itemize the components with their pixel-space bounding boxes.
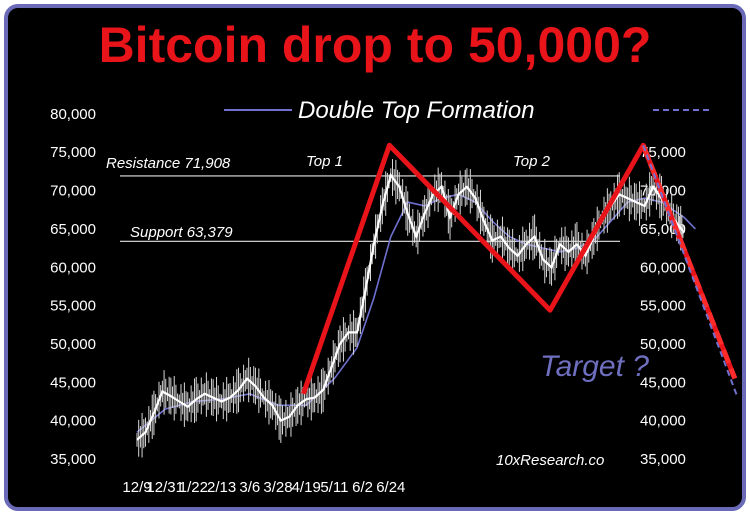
right-y-tick-label: 35,000 bbox=[640, 451, 686, 468]
top2-label: Top 2 bbox=[513, 153, 551, 170]
right-y-tick-label: 50,000 bbox=[640, 336, 686, 353]
left-y-tick-label: 35,000 bbox=[50, 451, 96, 468]
left-y-tick-label: 45,000 bbox=[50, 374, 96, 391]
credit-label: 10xResearch.co bbox=[496, 452, 604, 469]
chart-svg: 80,000 75,000 70,000 65,000 60,000 55,000 50,0… bbox=[50, 97, 739, 496]
top1-label: Top 1 bbox=[306, 153, 343, 170]
left-y-axis: 80,000 75,000 70,000 65,000 60,000 55,000 50,0… bbox=[50, 106, 96, 468]
right-y-tick-label: 40,000 bbox=[640, 413, 686, 430]
x-tick-label: 2/13 bbox=[207, 479, 236, 496]
right-y-tick-label: 45,000 bbox=[640, 374, 686, 391]
chart-frame: Bitcoin drop to 50,000? 80,000 75,000 70,0… bbox=[4, 4, 746, 511]
left-y-tick-label: 75,000 bbox=[50, 144, 96, 161]
left-y-tick-label: 70,000 bbox=[50, 183, 96, 200]
right-y-tick-label: 60,000 bbox=[640, 259, 686, 276]
x-tick-label: 12/9 bbox=[122, 479, 151, 496]
x-tick-label: 12/31 bbox=[146, 479, 184, 496]
left-y-tick-label: 65,000 bbox=[50, 221, 96, 238]
x-tick-label: 3/28 bbox=[263, 479, 292, 496]
resistance-label: Resistance 71,908 bbox=[106, 155, 231, 172]
x-tick-label: 6/2 bbox=[352, 479, 373, 496]
chart-title: Bitcoin drop to 50,000? bbox=[98, 17, 652, 73]
x-tick-label: 6/24 bbox=[376, 479, 405, 496]
left-y-tick-label: 80,000 bbox=[50, 106, 96, 123]
series-layer bbox=[136, 142, 739, 458]
x-tick-label: 4/19 bbox=[292, 479, 321, 496]
left-y-tick-label: 60,000 bbox=[50, 259, 96, 276]
target-label: Target ? bbox=[540, 350, 649, 383]
annotation-layer: Double Top Formation Resistance 71,908 Sup… bbox=[106, 97, 713, 469]
left-y-tick-label: 40,000 bbox=[50, 413, 96, 430]
x-tick-label: 1/22 bbox=[179, 479, 208, 496]
left-y-tick-label: 50,000 bbox=[50, 336, 96, 353]
right-y-tick-label: 75,000 bbox=[640, 144, 686, 161]
x-tick-label: 5/11 bbox=[320, 479, 348, 496]
right-y-tick-label: 55,000 bbox=[640, 298, 686, 315]
legend-label: Double Top Formation bbox=[298, 97, 535, 124]
support-label: Support 63,379 bbox=[130, 224, 233, 241]
left-y-tick-label: 55,000 bbox=[50, 298, 96, 315]
x-tick-label: 3/6 bbox=[239, 479, 260, 496]
projection-dashed-line bbox=[642, 144, 739, 398]
x-axis: 12/912/311/222/13 3/6 3/284/19 5/11 6/2 6/24 bbox=[122, 479, 405, 496]
